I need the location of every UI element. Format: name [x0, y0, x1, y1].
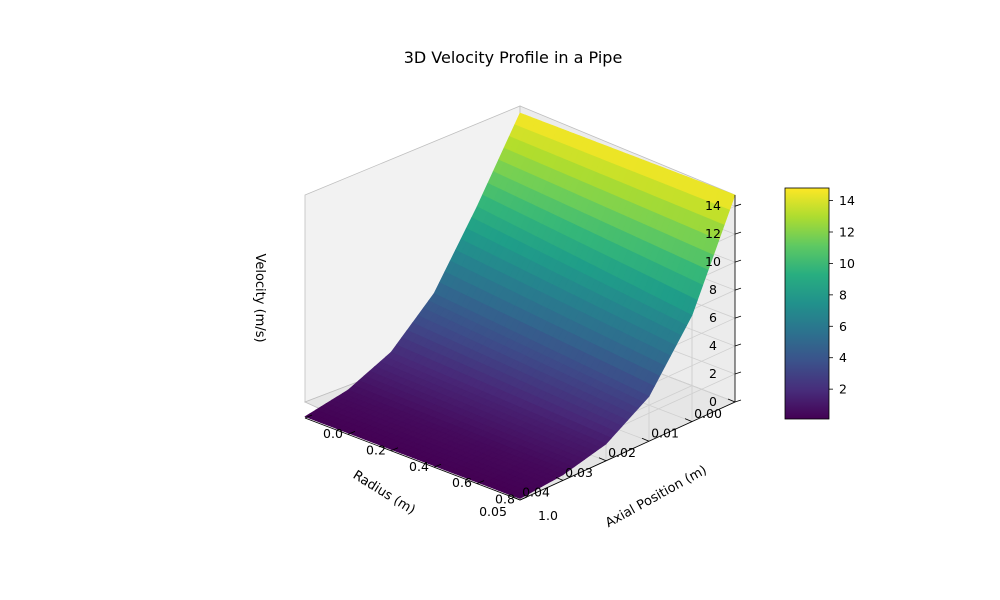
x-tick-mark — [684, 418, 693, 422]
y-tick-label: 0.8 — [495, 492, 515, 507]
colorbar-tick-label: 2 — [839, 382, 847, 397]
z-tick-mark — [734, 259, 742, 263]
z-tick-mark — [734, 371, 742, 375]
y-tick-label: 0.0 — [323, 426, 343, 441]
x-tick-mark — [641, 437, 650, 442]
y-tick-mark — [347, 431, 356, 435]
colorbar-tick-label: 6 — [839, 319, 847, 334]
z-tick-label: 12 — [705, 226, 721, 241]
axes: 0.00 0.01 0.02 0.03 0.04 0.05 0.0 0.2 0.4 0.6 0.8 1… — [304, 195, 742, 523]
x-tick-mark — [555, 477, 564, 481]
z-tick-label: 10 — [705, 254, 721, 269]
z-tick-label: 4 — [709, 338, 717, 353]
z-tick-label: 14 — [705, 198, 721, 213]
y-tick-label: 0.6 — [452, 475, 472, 490]
z-tick-mark — [734, 287, 742, 291]
chart-title: 3D Velocity Profile in a Pipe — [404, 48, 623, 67]
x-tick-label: 0.04 — [522, 484, 550, 499]
y-tick-mark — [390, 447, 399, 452]
x-axis-line — [519, 401, 736, 501]
y-tick-label: 0.4 — [409, 459, 429, 474]
z-tick-mark — [734, 399, 742, 403]
x-tick-mark — [598, 457, 607, 462]
z-tick-mark — [734, 343, 742, 347]
z-tick-label: 6 — [709, 310, 717, 325]
z-tick-mark — [734, 231, 742, 235]
x-tick-label: 0.05 — [479, 504, 507, 519]
z-tick-label: 8 — [709, 282, 717, 297]
x-tick-label: 0.03 — [565, 465, 593, 480]
y-tick-mark — [433, 463, 442, 468]
velocity-surface — [304, 112, 736, 499]
x-tick-label: 0.00 — [694, 406, 722, 421]
x-tick-label: 0.02 — [608, 445, 636, 460]
colorbar-tick-label: 4 — [839, 350, 847, 365]
x-tick-label: 0.01 — [651, 426, 679, 441]
colorbar-tick-label: 10 — [839, 256, 855, 271]
colorbar-tick-label: 12 — [839, 225, 855, 240]
y-axis-label: Axial Position (m) — [603, 463, 710, 531]
colorbar — [784, 187, 830, 420]
x-tick-mark — [727, 398, 736, 403]
y-axis-line — [304, 417, 521, 501]
colorbar-tick-label: 14 — [839, 193, 855, 208]
y-tick-mark — [476, 480, 485, 484]
z-tick-label: 2 — [709, 366, 717, 381]
colorbar-tick-label: 8 — [839, 287, 847, 302]
y-tick-label: 0.2 — [366, 442, 386, 457]
y-tick-label: 1.0 — [538, 508, 558, 523]
z-tick-label: 0 — [709, 394, 717, 409]
z-tick-mark — [734, 203, 742, 207]
y-tick-mark — [304, 414, 313, 419]
x-axis-label: Radius (m) — [350, 468, 418, 518]
x-tick-mark — [512, 496, 521, 501]
z-tick-mark — [734, 315, 742, 319]
colorbar-ticks: 2 4 6 8 10 12 14 — [829, 193, 855, 397]
z-axis-label: Velocity (m/s) — [252, 253, 267, 342]
y-tick-mark — [519, 496, 528, 501]
